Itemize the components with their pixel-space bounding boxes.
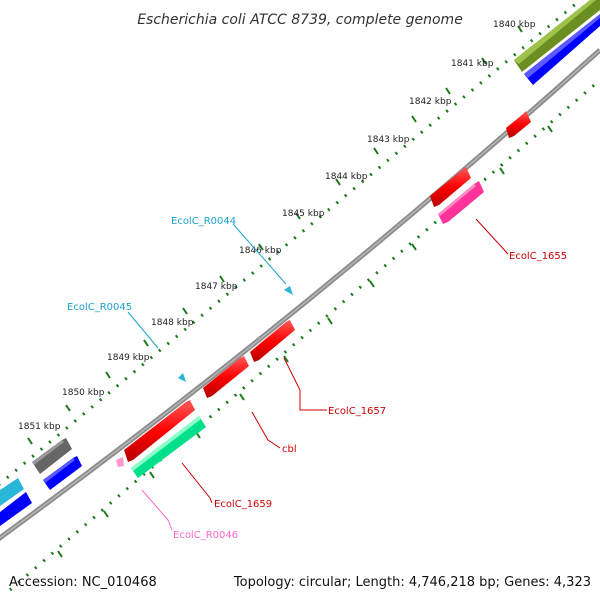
outer-tick-ring xyxy=(0,0,583,486)
feature-cyan-bar-edge[interactable] xyxy=(0,478,24,506)
kbp-label: 1850 kbp xyxy=(62,388,105,398)
feature-gray-bar[interactable] xyxy=(32,438,72,474)
leader-ecolc-r0045 xyxy=(127,311,159,349)
label-ecolc-r0046[interactable]: EcolC_R0046 xyxy=(173,530,238,541)
cds-arrow-ecolc-1654[interactable] xyxy=(430,167,471,207)
leader-cbl xyxy=(251,411,281,449)
cds-arrow-small[interactable] xyxy=(506,111,531,138)
label-cbl[interactable]: cbl xyxy=(282,444,297,455)
leader-ecolc-r0044 xyxy=(232,223,287,285)
genome-backbone-highlight xyxy=(0,49,600,539)
leader-ecolc-r0046 xyxy=(141,489,173,531)
trna-ecolc-r0045[interactable] xyxy=(178,373,186,382)
kbp-label: 1851 kbp xyxy=(18,422,61,432)
kbp-label: 1846 kbp xyxy=(239,246,282,256)
topology-text: Topology: circular; Length: 4,746,218 bp… xyxy=(233,575,591,590)
label-ecolc-1657[interactable]: EcolC_1657 xyxy=(328,406,386,417)
label-ecolc-r0045[interactable]: EcolC_R0045 xyxy=(67,302,132,313)
kbp-label: 1845 kbp xyxy=(282,209,325,219)
feature-blue-bar-edge[interactable] xyxy=(0,492,32,526)
trna-ecolc-r0044[interactable] xyxy=(284,286,293,295)
inner-tick-dots xyxy=(9,78,600,592)
map-title: Escherichia coli ATCC 8739, complete gen… xyxy=(137,12,463,28)
outer-major-ticks xyxy=(27,25,523,445)
feature-green-bar[interactable] xyxy=(131,416,206,478)
leader-ecolc-1659 xyxy=(181,462,213,504)
label-ecolc-1655[interactable]: EcolC_1655 xyxy=(509,251,567,262)
leader-ecolc-1657 xyxy=(283,357,327,411)
kbp-label: 1841 kbp xyxy=(451,59,494,69)
feature-blue-bar-top[interactable] xyxy=(524,14,600,85)
feature-ecolc-r0046[interactable] xyxy=(116,457,124,467)
kbp-label: 1849 kbp xyxy=(107,353,150,363)
kbp-label: 1840 kbp xyxy=(493,20,536,30)
kbp-label: 1843 kbp xyxy=(367,135,410,145)
feature-blue-arrow-left[interactable] xyxy=(43,456,82,490)
inner-tick-ring xyxy=(9,78,600,592)
kbp-label: 1848 kbp xyxy=(151,318,194,328)
label-ecolc-1659[interactable]: EcolC_1659 xyxy=(214,499,272,510)
kbp-labels: 1840 kbp 1841 kbp 1842 kbp 1843 kbp 1844… xyxy=(18,20,536,432)
cds-arrow-cbl[interactable] xyxy=(203,356,249,398)
feature-ecolc-1655[interactable] xyxy=(438,181,484,224)
feature-olive-bar[interactable] xyxy=(514,0,600,72)
cds-arrow-ecolc-1659[interactable] xyxy=(124,400,195,462)
outer-tick-dots xyxy=(0,0,583,486)
label-ecolc-r0044[interactable]: EcolC_R0044 xyxy=(171,216,236,227)
accession-text: Accession: NC_010468 xyxy=(9,575,157,590)
kbp-label: 1847 kbp xyxy=(195,282,238,292)
cds-arrow-ecolc-1657[interactable] xyxy=(250,320,295,362)
leader-ecolc-1655 xyxy=(475,218,509,255)
kbp-label: 1844 kbp xyxy=(325,172,368,182)
kbp-label: 1842 kbp xyxy=(409,97,452,107)
